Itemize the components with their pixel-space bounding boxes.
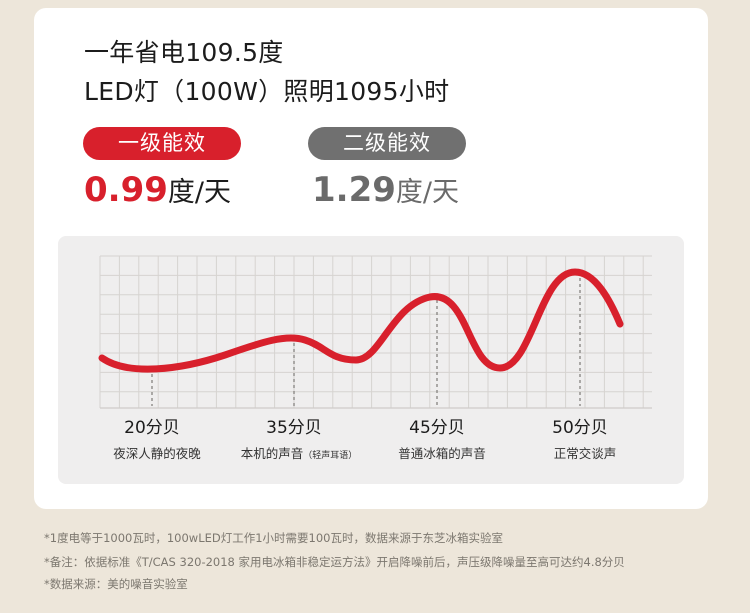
headline-savings: 一年省电109.5度: [84, 38, 284, 67]
marker-desc-35db-text: 本机的声音: [240, 446, 304, 461]
badge-grade-1: 一级能效: [83, 127, 241, 160]
marker-desc-50db: 正常交谈声: [505, 443, 665, 462]
footnote-3: *数据来源：美的噪音实验室: [44, 577, 188, 591]
marker-label-35db: 35分贝: [266, 418, 322, 438]
marker-desc-20db: 夜深人静的夜晚: [77, 443, 237, 462]
headline-led-equivalent: LED灯（100W）照明1095小时: [84, 77, 450, 106]
value-grade-2-number: 1.29: [312, 170, 396, 210]
noise-curve: [98, 268, 624, 373]
marker-desc-20db-text: 夜深人静的夜晚: [113, 446, 201, 461]
marker-desc-35db: 本机的声音（轻声耳语）: [219, 443, 379, 462]
marker-desc-35db-note: （轻声耳语）: [303, 451, 358, 461]
value-grade-2-unit: 度/天: [395, 177, 459, 208]
value-grade-1-unit: 度/天: [167, 177, 231, 208]
value-grade-2: 1.29度/天: [312, 168, 459, 215]
marker-label-50db: 50分贝: [552, 418, 608, 438]
marker-desc-45db: 普通冰箱的声音: [362, 443, 522, 462]
marker-desc-50db-text: 正常交谈声: [553, 446, 617, 461]
value-grade-1: 0.99度/天: [84, 168, 231, 215]
marker-label-20db: 20分贝: [124, 418, 180, 438]
marker-label-45db: 45分贝: [409, 418, 465, 438]
badge-grade-2: 二级能效: [308, 127, 466, 160]
marker-desc-45db-text: 普通冰箱的声音: [398, 446, 486, 461]
noise-chart-panel: [58, 236, 684, 484]
value-grade-1-number: 0.99: [84, 170, 168, 210]
footnote-1: *1度电等于1000瓦时，100wLED灯工作1小时需要100瓦时，数据来源于东…: [44, 531, 503, 545]
footnote-2: *备注：依据标准《T/CAS 320-2018 家用电冰箱非稳定运方法》开启降噪…: [44, 555, 625, 569]
